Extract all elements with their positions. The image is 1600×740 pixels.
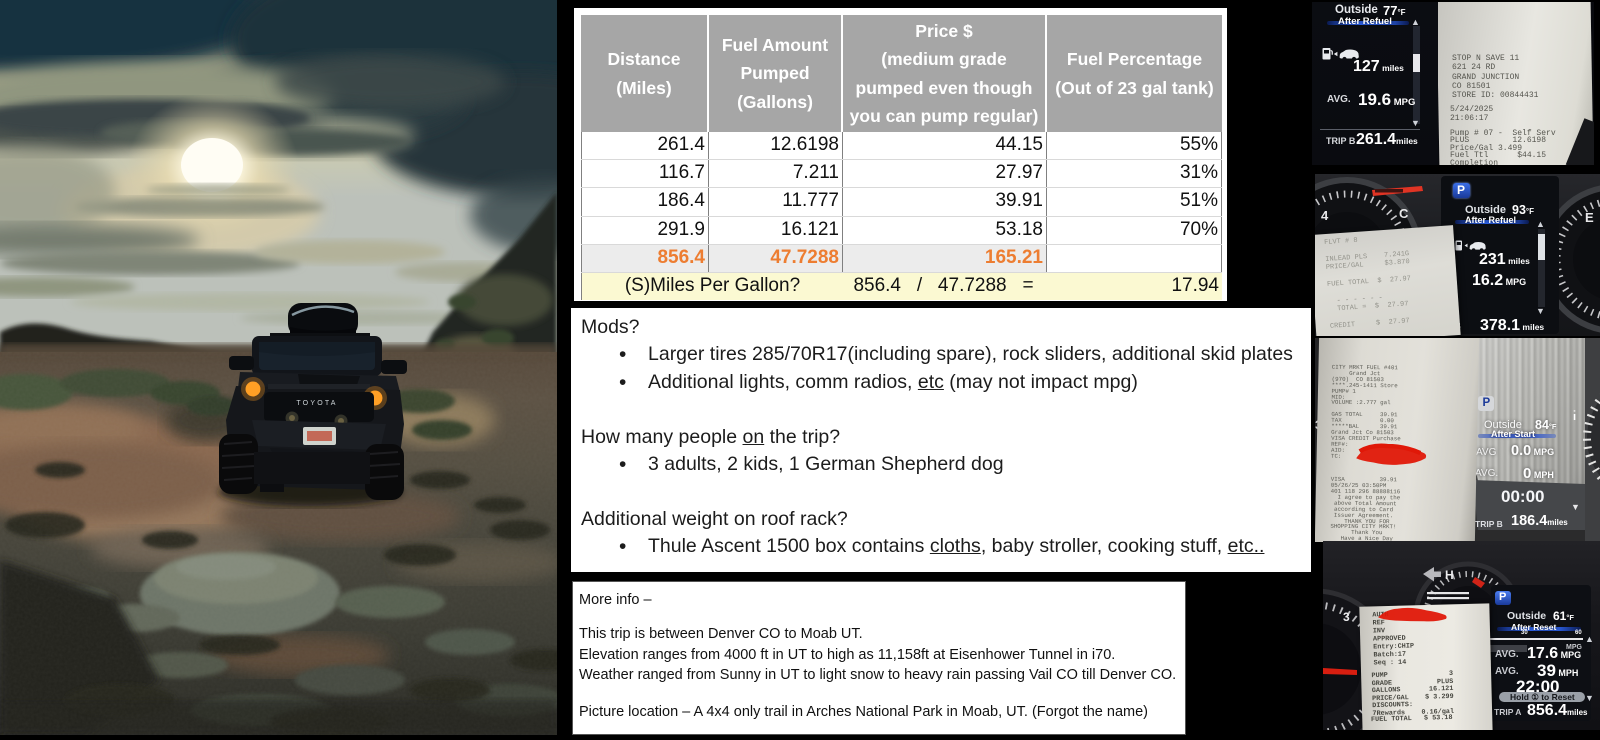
svg-text:E: E [1585, 210, 1594, 225]
svg-text:3: 3 [1343, 610, 1350, 624]
svg-text:TOYOTA: TOYOTA [296, 400, 337, 407]
svg-text:4: 4 [1321, 208, 1329, 223]
svg-text:H: H [1445, 568, 1454, 582]
svg-text:C: C [1399, 206, 1409, 221]
